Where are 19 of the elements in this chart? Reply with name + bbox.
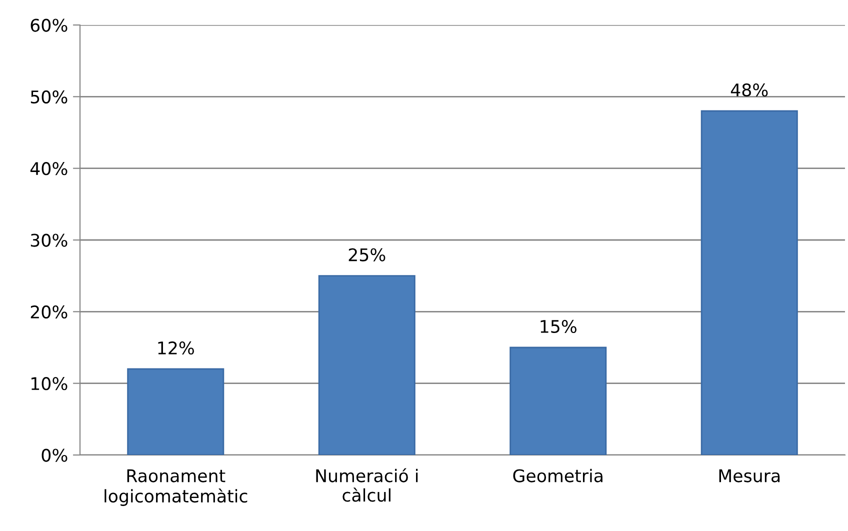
data-label: 15% [540, 320, 576, 334]
y-tick-label: 10% [32, 377, 68, 390]
data-label: 48% [730, 83, 768, 97]
bar [700, 110, 798, 455]
x-tick-label: Raonament logicomatemàtic [104, 469, 248, 506]
y-tick-label: 0% [42, 448, 68, 462]
y-tick-label: 30% [30, 234, 68, 247]
data-label: 12% [158, 341, 194, 355]
x-tick-label: Numeració i càlcul [316, 468, 418, 502]
x-tick-label: Mesura [719, 469, 780, 482]
y-tick-label: 40% [30, 162, 68, 176]
x-tick-label: Geometria [513, 468, 602, 482]
bar [318, 275, 416, 455]
data-label: 25% [348, 248, 386, 262]
y-tick-label: 60% [30, 18, 68, 32]
y-tick-label: 50% [30, 90, 68, 104]
bar [510, 346, 607, 455]
y-tick-label: 20% [30, 305, 68, 319]
bar [127, 368, 224, 455]
